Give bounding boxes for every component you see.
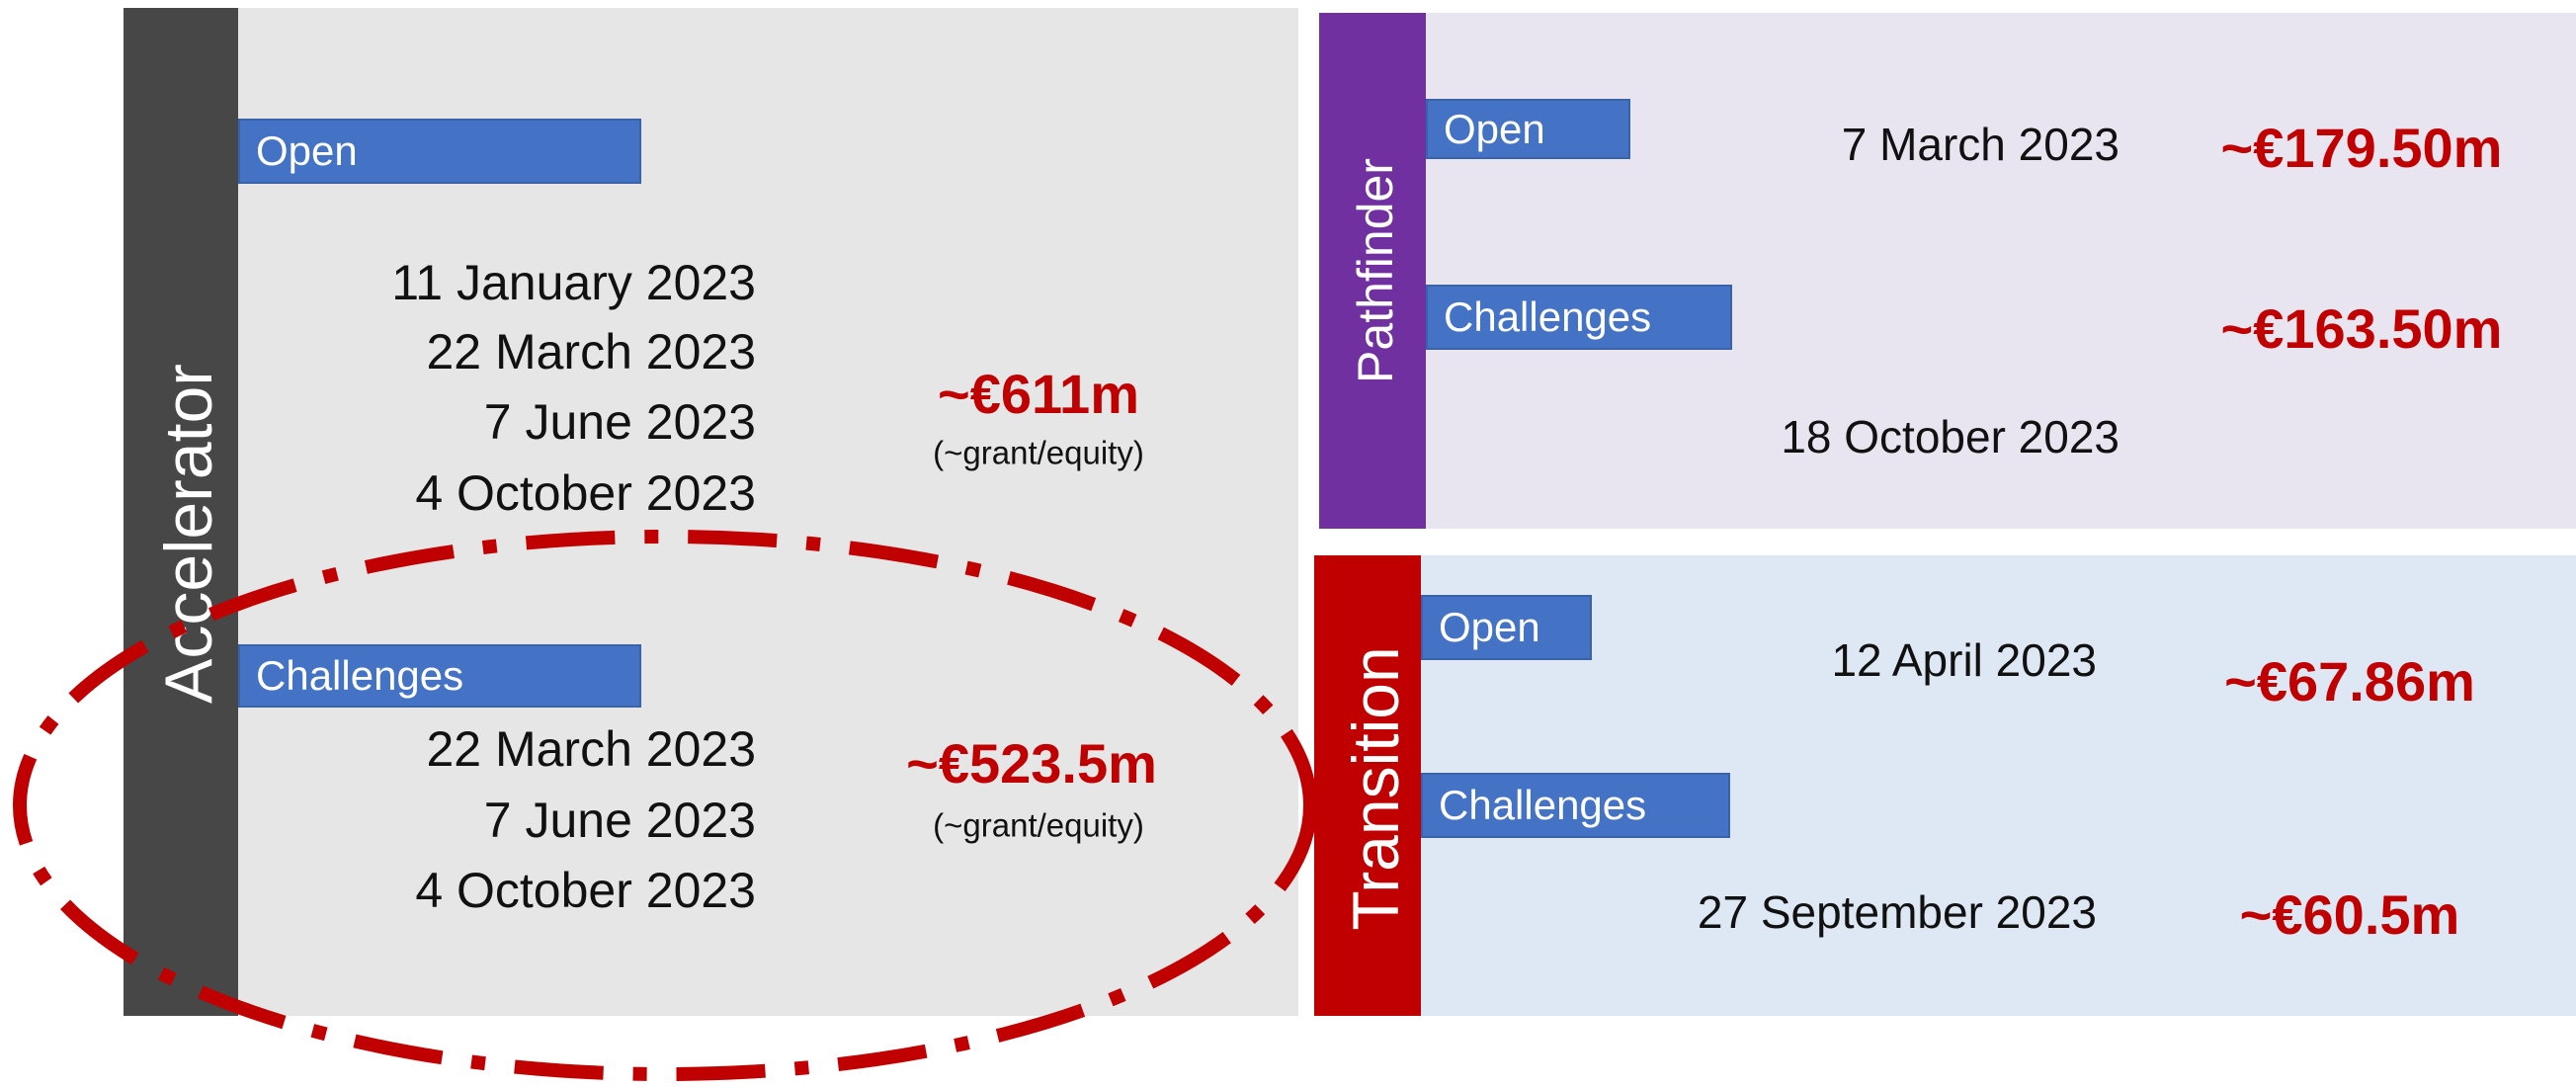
label-box: Challenges [238,644,641,708]
accelerator-sidebar [124,8,238,1016]
label-box: Open [1421,595,1592,660]
label-box: Challenges [1426,285,1732,350]
amount: ~€60.5m [2239,883,2460,946]
amount: ~€523.5m [906,732,1157,795]
date: 4 October 2023 [415,863,756,918]
date: 27 September 2023 [1697,886,2097,938]
label-box: Open [238,119,641,184]
date: 22 March 2023 [426,721,756,777]
amount: ~€163.50m [2220,297,2503,360]
date: 4 October 2023 [415,465,756,521]
date: 12 April 2023 [1831,634,2097,686]
note: (~grant/equity) [933,434,1144,471]
pathfinder-sidebar [1319,13,1426,529]
date: 7 June 2023 [483,793,756,848]
label-box: Challenges [1421,773,1730,838]
date: 7 March 2023 [1841,119,2119,170]
amount: ~€179.50m [2220,117,2503,179]
label-box: Open [1426,99,1630,159]
date: 11 January 2023 [391,255,756,310]
note: (~grant/equity) [933,806,1144,844]
highlight-ellipse [13,530,1317,1081]
transition-sidebar [1314,555,1421,1016]
date: 22 March 2023 [426,324,756,379]
amount: ~€67.86m [2224,650,2475,712]
date: 7 June 2023 [483,394,756,450]
amount: ~€611m [938,363,1139,425]
date: 18 October 2023 [1781,411,2119,462]
